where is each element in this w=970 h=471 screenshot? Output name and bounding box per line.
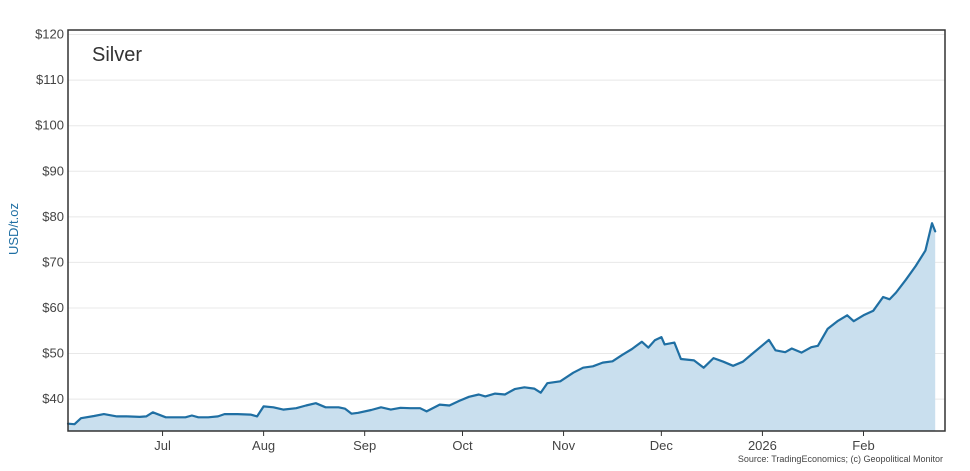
y-tick-label-2: $60 bbox=[42, 300, 64, 315]
series-line bbox=[66, 222, 937, 426]
source-note: Source: TradingEconomics; (c) Geopolitic… bbox=[738, 454, 943, 464]
x-tick-label-7: Feb bbox=[852, 438, 874, 453]
y-tick-label-0: $40 bbox=[42, 391, 64, 406]
plot-frame bbox=[67, 29, 946, 432]
x-tick-label-1: Aug bbox=[252, 438, 275, 453]
area-fill bbox=[68, 223, 936, 431]
gridlines bbox=[68, 34, 945, 400]
x-tick-label-6: 2026 bbox=[748, 438, 777, 453]
y-tick-label-3: $70 bbox=[42, 254, 64, 269]
y-axis: $40 $50 $60 $70 $80 $90 $100 $110 $120 bbox=[35, 27, 64, 407]
y-tick-label-6: $100 bbox=[35, 118, 64, 133]
x-axis: Jul Aug Sep Oct Nov Dec 2026 Feb bbox=[154, 431, 875, 453]
chart-title: Silver bbox=[92, 44, 142, 66]
y-tick-label-4: $80 bbox=[42, 209, 64, 224]
y-tick-label-8: $120 bbox=[35, 27, 64, 42]
y-axis-label: USD/t.oz bbox=[6, 203, 21, 255]
y-tick-label-7: $110 bbox=[36, 72, 64, 87]
y-tick-label-5: $90 bbox=[42, 163, 64, 178]
x-tick-label-2: Sep bbox=[353, 438, 376, 453]
x-tick-label-0: Jul bbox=[154, 438, 171, 453]
plot-border bbox=[67, 29, 946, 432]
y-tick-label-1: $50 bbox=[42, 346, 64, 361]
x-tick-label-4: Nov bbox=[552, 438, 576, 453]
series-area bbox=[66, 222, 937, 431]
x-tick-label-5: Dec bbox=[650, 438, 674, 453]
x-tick-label-3: Oct bbox=[452, 438, 473, 453]
